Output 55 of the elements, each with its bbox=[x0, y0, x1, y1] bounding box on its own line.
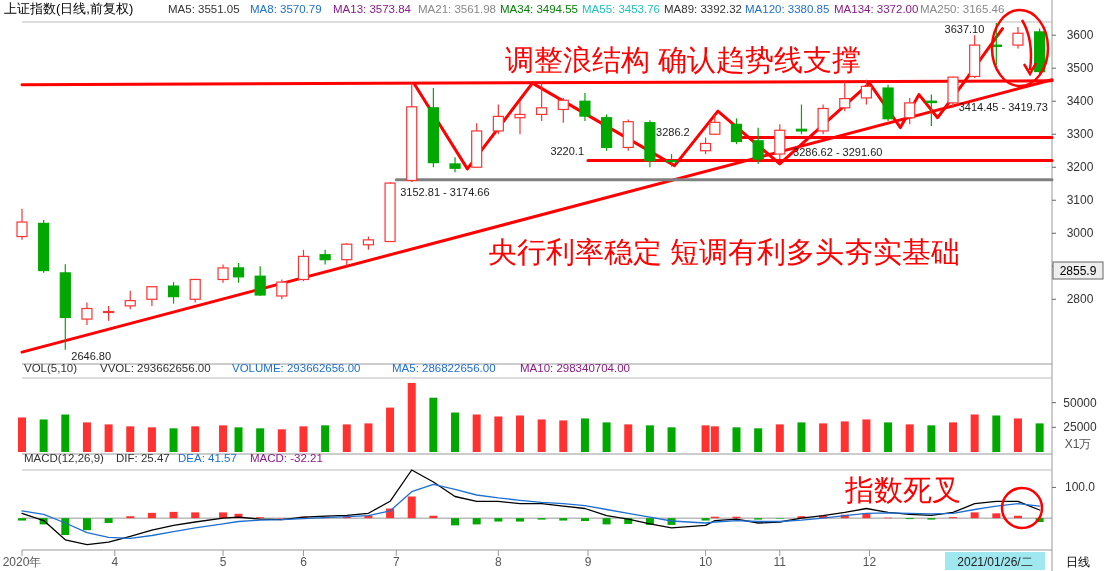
text: MA8: 3570.79 bbox=[250, 3, 322, 15]
text: X1万 bbox=[1064, 437, 1092, 451]
annotation: 3152.81 - 3174.66 bbox=[400, 185, 490, 198]
text: VOLUME: 293662656.00 bbox=[232, 362, 361, 374]
annotation: 3286.2 bbox=[656, 125, 690, 138]
text: MA13: 3573.84 bbox=[333, 3, 412, 15]
annotation: 3637.10 bbox=[944, 22, 985, 35]
y-tick-label: 3300 bbox=[1066, 127, 1094, 142]
annotation: 3414.45 - 3419.73 bbox=[958, 101, 1048, 114]
text: MA55: 3453.76 bbox=[582, 3, 661, 15]
text: MA5: 3551.05 bbox=[168, 3, 240, 15]
text: MA34: 3494.55 bbox=[500, 3, 579, 15]
y-tick-label: 3200 bbox=[1066, 160, 1094, 175]
y-tick-label: 2800 bbox=[1066, 292, 1094, 307]
x-tick-label: 10 bbox=[698, 555, 713, 569]
y-tick-label: 3600 bbox=[1066, 28, 1094, 43]
text: 2855.9 bbox=[1059, 264, 1097, 278]
y-tick-label: 3000 bbox=[1066, 226, 1094, 241]
annotation: 调整浪结构 确认趋势线支撑 bbox=[505, 44, 862, 76]
text: 100.0 bbox=[1064, 480, 1096, 495]
chart-title: 上证指数(日线,前复权) bbox=[4, 1, 134, 16]
annotation: 2646.80 bbox=[71, 349, 112, 362]
x-tick-label: 12 bbox=[862, 555, 877, 569]
text: 2021/01/26/二 bbox=[957, 555, 1033, 569]
text: MA89: 3392.32 bbox=[664, 3, 743, 15]
text: VVOL: 293662656.00 bbox=[100, 362, 211, 374]
annotation: 央行利率稳定 短调有利多头夯实基础 bbox=[488, 236, 961, 268]
y-tick-label: 3400 bbox=[1066, 94, 1094, 109]
text: MA250: 3165.46 bbox=[920, 3, 1005, 15]
text: MA134: 3372.00 bbox=[834, 3, 919, 15]
text: MA21: 3561.98 bbox=[418, 3, 497, 15]
annotation: 指数死叉 bbox=[844, 474, 961, 506]
x-tick-label: 6 bbox=[300, 555, 308, 569]
text: MACD: -32.21 bbox=[250, 452, 323, 464]
text: DIF: 25.47 bbox=[116, 452, 170, 464]
text: 日线 bbox=[1066, 555, 1090, 569]
text: MA120: 3380.85 bbox=[745, 3, 830, 15]
text: DEA: 41.57 bbox=[178, 452, 237, 464]
x-tick-label: 11 bbox=[773, 555, 787, 569]
y-tick-label: 50000 bbox=[1063, 395, 1098, 410]
y-tick-label: 25000 bbox=[1063, 420, 1098, 435]
x-tick-label: 8 bbox=[494, 555, 502, 569]
x-tick-label: 2020年 bbox=[2, 555, 42, 569]
x-tick-label: 5 bbox=[219, 555, 227, 569]
text: MACD(12,26,9) bbox=[24, 452, 105, 464]
y-tick-label: 3500 bbox=[1066, 61, 1094, 76]
x-tick-label: 4 bbox=[111, 555, 119, 569]
y-tick-label: 3100 bbox=[1066, 193, 1094, 208]
x-tick-label: 7 bbox=[392, 555, 400, 569]
x-tick-label: 9 bbox=[584, 555, 592, 569]
text: VOL(5,10) bbox=[24, 362, 78, 374]
annotation: 3220.1 bbox=[550, 144, 585, 157]
text: MA5: 286822656.00 bbox=[392, 362, 496, 374]
text: MA10: 298340704.00 bbox=[520, 362, 630, 374]
annotation: 3286.62 - 3291.60 bbox=[793, 145, 883, 158]
